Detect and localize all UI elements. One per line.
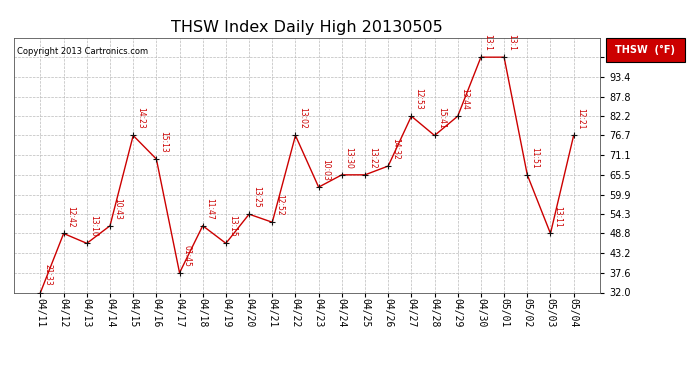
Text: 12:42: 12:42 xyxy=(66,206,75,227)
Text: 12:21: 12:21 xyxy=(576,108,585,129)
Text: 14:23: 14:23 xyxy=(136,107,145,129)
Text: 12:53: 12:53 xyxy=(414,88,423,110)
Text: 15:41: 15:41 xyxy=(437,107,446,129)
Text: 13:15: 13:15 xyxy=(228,215,237,237)
Text: 11:51: 11:51 xyxy=(530,147,539,168)
Text: 13:1: 13:1 xyxy=(507,34,516,51)
Text: 12:52: 12:52 xyxy=(275,194,284,216)
Text: 13:22: 13:22 xyxy=(368,147,377,168)
Text: 15:13: 15:13 xyxy=(159,131,168,153)
Text: 21:33: 21:33 xyxy=(43,264,52,286)
Text: 13:11: 13:11 xyxy=(553,206,562,227)
Text: 10:43: 10:43 xyxy=(112,198,122,219)
Text: 13:44: 13:44 xyxy=(460,88,469,110)
Text: 13:30: 13:30 xyxy=(344,147,353,168)
Text: 13:25: 13:25 xyxy=(252,186,261,208)
Text: 10:03: 10:03 xyxy=(322,159,331,181)
Text: 01:45: 01:45 xyxy=(182,244,191,267)
Text: 13:10: 13:10 xyxy=(90,215,99,237)
Text: 11:47: 11:47 xyxy=(206,198,215,219)
Title: THSW Index Daily High 20130505: THSW Index Daily High 20130505 xyxy=(171,20,443,35)
Text: 14:32: 14:32 xyxy=(391,138,400,160)
Text: Copyright 2013 Cartronics.com: Copyright 2013 Cartronics.com xyxy=(17,47,148,56)
Text: 13:02: 13:02 xyxy=(298,107,307,129)
Text: 13:1: 13:1 xyxy=(484,34,493,51)
Text: THSW  (°F): THSW (°F) xyxy=(615,45,676,55)
